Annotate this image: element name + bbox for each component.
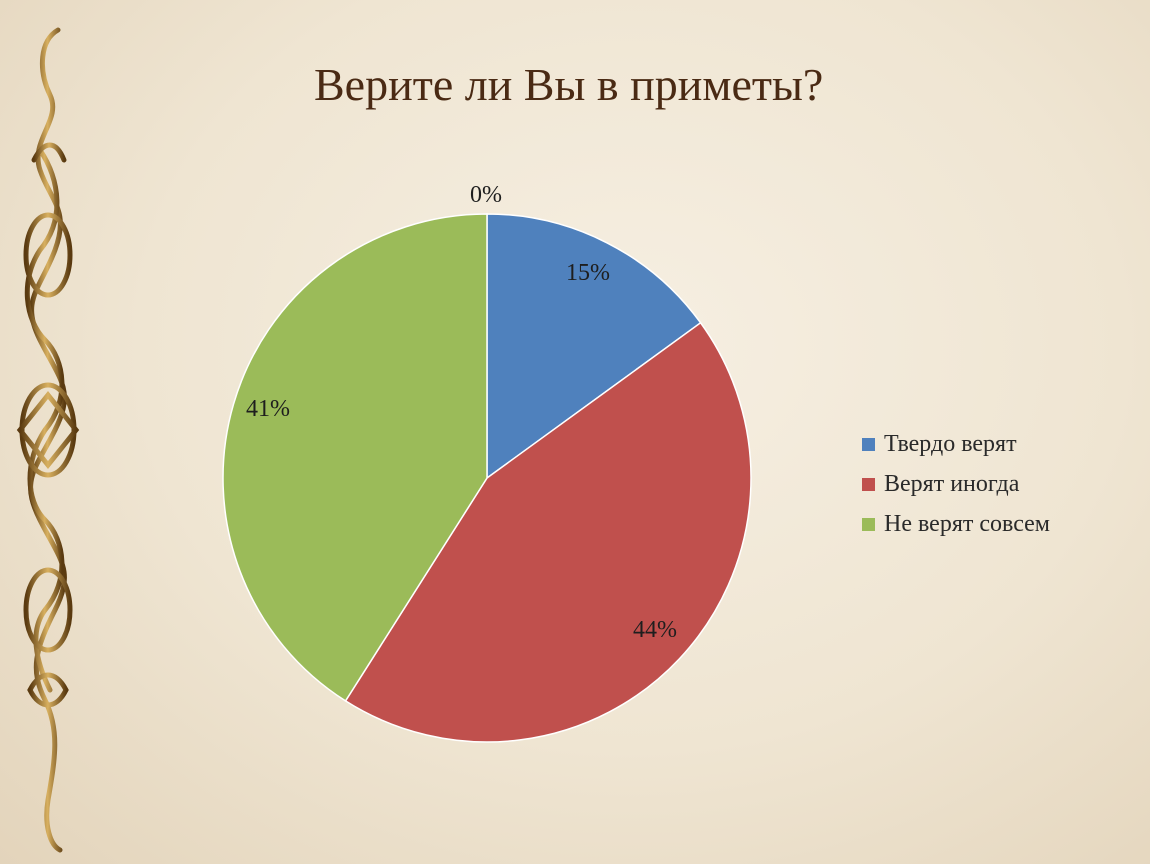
legend-swatch — [862, 517, 875, 531]
slice-ne-veryat-sovsem — [222, 213, 488, 702]
legend-item-ne-veryat-sovsem: Не верят совсем — [862, 504, 1050, 544]
slide-title: Верите ли Вы в приметы? — [314, 59, 824, 110]
chart-legend: Твердо верят Верят иногда Не верят совсе… — [862, 424, 1050, 544]
legend-item-veryat-inogda: Верят иногда — [862, 464, 1050, 504]
legend-swatch — [862, 437, 875, 451]
slice-veryat-inogda — [344, 321, 752, 743]
legend-swatch — [862, 477, 875, 491]
data-label-zero: 0% — [470, 182, 502, 208]
data-label-tverdo-veryat: 15% — [566, 260, 610, 286]
celtic-knot-border-icon — [16, 27, 80, 853]
legend-item-tverdo-veryat: Твердо верят — [862, 424, 1050, 464]
data-label-veryat-inogda: 44% — [633, 617, 677, 643]
data-label-ne-veryat-sovsem: 41% — [246, 396, 290, 422]
slice-tverdo-veryat — [486, 213, 702, 480]
legend-label: Не верят совсем — [884, 510, 1050, 537]
legend-label: Твердо верят — [884, 430, 1017, 457]
legend-label: Верят иногда — [884, 470, 1020, 497]
